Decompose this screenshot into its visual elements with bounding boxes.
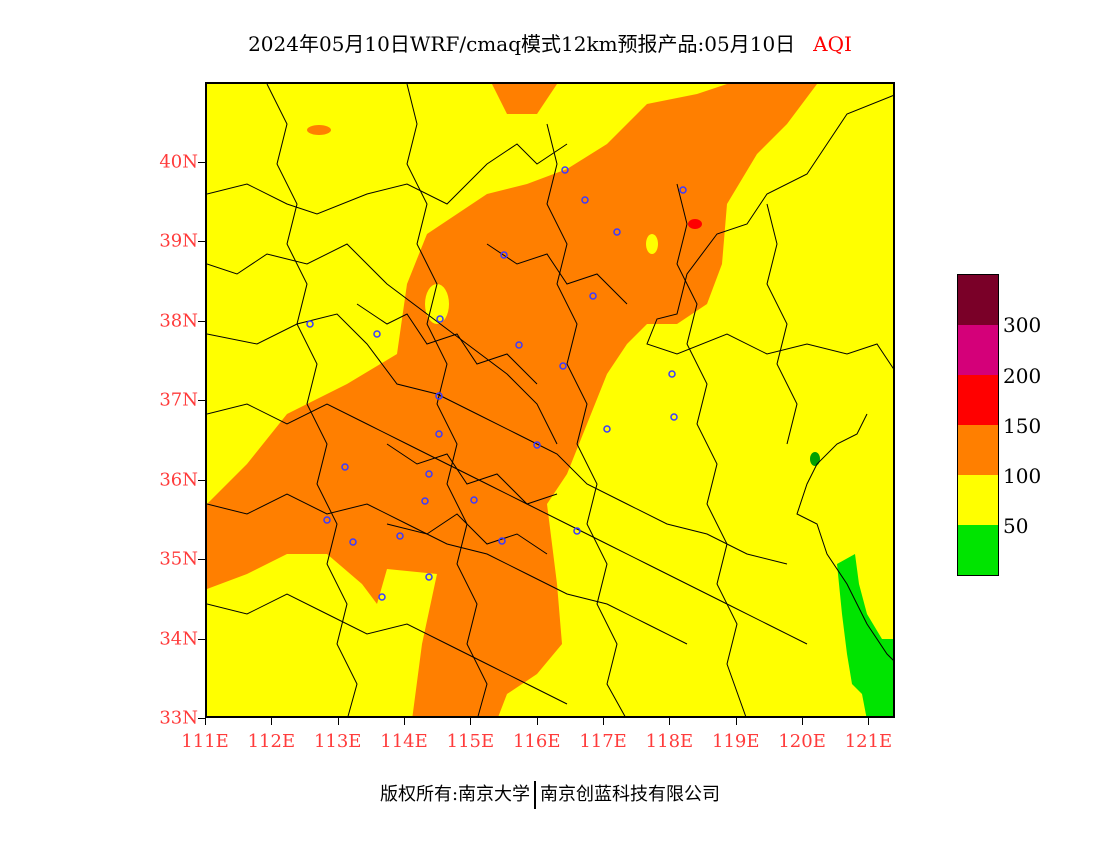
lon-label: 121E bbox=[844, 731, 893, 752]
copyright-left: 版权所有:南京大学 bbox=[379, 784, 531, 805]
aqi-map bbox=[205, 82, 895, 718]
lat-tick bbox=[198, 479, 206, 481]
city-markers bbox=[306, 166, 687, 601]
lat-tick bbox=[198, 638, 206, 640]
lat-label: 40N bbox=[159, 151, 198, 172]
lon-tick bbox=[669, 718, 671, 725]
aqi-red-spot bbox=[688, 219, 702, 229]
lon-label: 111E bbox=[181, 731, 229, 752]
lon-tick bbox=[735, 718, 737, 725]
lon-tick bbox=[868, 718, 870, 725]
lat-tick bbox=[198, 241, 206, 242]
lat-tick bbox=[198, 718, 206, 719]
legend-label-300: 300 bbox=[1003, 313, 1042, 337]
lon-tick bbox=[404, 718, 406, 725]
legend-label-50: 50 bbox=[1003, 514, 1029, 538]
legend-swatch-5 bbox=[958, 525, 998, 575]
lon-label: 114E bbox=[380, 731, 428, 752]
lon-label: 118E bbox=[645, 731, 694, 752]
lon-tick bbox=[603, 718, 605, 725]
lon-label: 113E bbox=[313, 731, 362, 752]
lon-label: 112E bbox=[247, 731, 296, 752]
lat-tick bbox=[198, 400, 206, 401]
lat-label: 34N bbox=[159, 628, 198, 649]
legend-swatch-1 bbox=[958, 325, 998, 375]
lon-label: 117E bbox=[579, 731, 627, 752]
lat-tick bbox=[198, 320, 206, 322]
lon-label: 116E bbox=[512, 731, 561, 752]
legend-swatch-2 bbox=[958, 375, 998, 425]
legend-swatch-0 bbox=[958, 275, 998, 325]
lat-label: 36N bbox=[159, 469, 198, 490]
title-product: AQI bbox=[813, 32, 852, 56]
lat-tick bbox=[198, 161, 206, 163]
lon-label: 119E bbox=[712, 731, 760, 752]
legend-swatch-4 bbox=[958, 475, 998, 525]
color-legend bbox=[957, 274, 999, 576]
lat-label: 37N bbox=[159, 389, 198, 411]
lat-label: 35N bbox=[159, 548, 198, 570]
aqi-green-region bbox=[837, 554, 893, 716]
lon-label: 120E bbox=[778, 731, 826, 752]
lat-tick bbox=[198, 559, 206, 560]
legend-label-100: 100 bbox=[1003, 464, 1042, 488]
lon-tick bbox=[337, 718, 339, 725]
lon-tick bbox=[802, 718, 804, 725]
lon-tick bbox=[271, 718, 273, 725]
aqi-map-graphic bbox=[207, 84, 893, 716]
map-title: 2024年05月10日WRF/cmaq模式12km预报产品:05月10日 AQI bbox=[0, 28, 1100, 57]
footer-separator bbox=[534, 781, 537, 809]
copyright-right: 南京创蓝科技有限公司 bbox=[540, 784, 721, 805]
aqi-orange-region bbox=[207, 84, 817, 716]
lat-label: 38N bbox=[159, 310, 198, 331]
copyright-footer: 版权所有:南京大学 南京创蓝科技有限公司 bbox=[0, 780, 1100, 809]
lat-label: 33N bbox=[159, 707, 198, 729]
lon-tick bbox=[205, 718, 206, 725]
lon-tick bbox=[470, 718, 472, 725]
admin-boundaries bbox=[207, 84, 893, 716]
aqi-orange-north bbox=[492, 84, 557, 114]
lon-label: 115E bbox=[446, 731, 495, 752]
title-main: 2024年05月10日WRF/cmaq模式12km预报产品:05月10日 bbox=[248, 32, 796, 56]
lon-tick bbox=[536, 718, 538, 725]
lat-label: 39N bbox=[159, 230, 198, 252]
legend-label-200: 200 bbox=[1003, 364, 1042, 388]
legend-label-150: 150 bbox=[1003, 414, 1042, 438]
legend-swatch-3 bbox=[958, 425, 998, 475]
